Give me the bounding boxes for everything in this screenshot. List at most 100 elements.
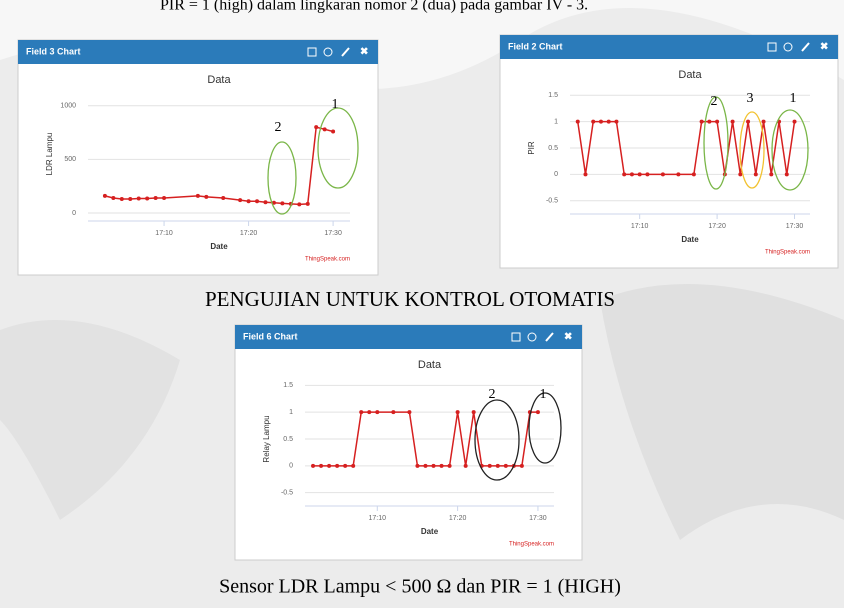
x-tick-label: 17:10 bbox=[631, 223, 649, 230]
data-point bbox=[343, 463, 348, 468]
data-point bbox=[415, 463, 420, 468]
data-point bbox=[447, 463, 452, 468]
data-point bbox=[255, 199, 260, 204]
icon bbox=[527, 332, 537, 342]
chart-title: Data bbox=[678, 69, 702, 81]
annotation-label: 2 bbox=[489, 387, 496, 402]
annotation-circle bbox=[317, 107, 359, 189]
data-point bbox=[614, 119, 619, 124]
credit: ThingSpeak.com bbox=[765, 250, 810, 256]
x-tick-label: 17:20 bbox=[240, 230, 258, 237]
x-tick-label: 17:30 bbox=[529, 515, 547, 522]
icon: ✖ bbox=[820, 42, 828, 53]
data-point bbox=[495, 463, 500, 468]
data-point bbox=[471, 410, 476, 415]
data-point bbox=[391, 410, 396, 415]
data-point bbox=[351, 463, 356, 468]
y-tick-label: 1.5 bbox=[548, 92, 558, 99]
panel-header bbox=[18, 40, 378, 64]
chart-title: Data bbox=[418, 359, 442, 371]
y-tick-label: -0.5 bbox=[546, 198, 558, 205]
icon: ✖ bbox=[564, 332, 572, 343]
data-point bbox=[707, 119, 712, 124]
data-point bbox=[591, 119, 596, 124]
icon bbox=[341, 47, 350, 57]
x-tick-label: 17:20 bbox=[708, 223, 726, 230]
annotation-circle bbox=[528, 392, 562, 464]
annotation-label: 2 bbox=[275, 120, 282, 135]
data-point bbox=[263, 200, 268, 205]
x-axis-label: Date bbox=[681, 235, 699, 244]
data-point bbox=[238, 198, 243, 203]
data-point bbox=[314, 125, 319, 130]
annotation-label: 1 bbox=[540, 387, 547, 402]
credit: ThingSpeak.com bbox=[305, 257, 350, 263]
icon bbox=[307, 47, 317, 57]
data-point bbox=[423, 463, 428, 468]
data-point bbox=[535, 410, 540, 415]
intro-text: PIR = 1 (high) dalam lingkaran nomor 2 (… bbox=[160, 0, 588, 14]
data-point bbox=[431, 463, 436, 468]
annotation-circle bbox=[739, 111, 765, 189]
data-point bbox=[375, 410, 380, 415]
data-point bbox=[715, 119, 720, 124]
icon bbox=[323, 47, 333, 57]
data-point bbox=[575, 119, 580, 124]
annotation-label: 1 bbox=[790, 91, 797, 106]
data-point bbox=[676, 172, 681, 177]
data-point bbox=[730, 119, 735, 124]
data-point bbox=[359, 410, 364, 415]
data-point bbox=[162, 195, 167, 200]
panel bbox=[234, 324, 583, 561]
x-axis-label: Date bbox=[210, 242, 228, 251]
data-point bbox=[322, 127, 327, 132]
data-point bbox=[519, 463, 524, 468]
y-axis-label: LDR Lampu bbox=[45, 133, 54, 176]
x-tick-label: 17:30 bbox=[324, 230, 342, 237]
y-tick-label: 1000 bbox=[60, 103, 76, 110]
data-point bbox=[145, 196, 150, 201]
data-point bbox=[407, 410, 412, 415]
data-point bbox=[598, 119, 603, 124]
data-point bbox=[335, 463, 340, 468]
data-point bbox=[691, 172, 696, 177]
x-tick-label: 17:20 bbox=[449, 515, 467, 522]
data-point bbox=[699, 119, 704, 124]
icon bbox=[545, 332, 554, 342]
annotation-circle bbox=[267, 141, 297, 215]
data-point bbox=[102, 193, 107, 198]
data-point bbox=[119, 197, 124, 202]
annotation-circle bbox=[703, 96, 729, 190]
data-point bbox=[761, 119, 766, 124]
panel bbox=[499, 34, 839, 269]
annotation-circle bbox=[771, 109, 809, 191]
data-point bbox=[280, 201, 285, 206]
heading: PENGUJIAN UNTUK KONTROL OTOMATIS bbox=[205, 287, 615, 311]
data-point bbox=[753, 172, 758, 177]
data-point bbox=[311, 463, 316, 468]
data-point bbox=[305, 201, 310, 206]
data-point bbox=[319, 463, 324, 468]
map-shape bbox=[0, 0, 844, 90]
data-point bbox=[136, 196, 141, 201]
credit: ThingSpeak.com bbox=[509, 542, 554, 548]
data-point bbox=[128, 197, 133, 202]
x-tick-label: 17:10 bbox=[155, 230, 173, 237]
data-point bbox=[637, 172, 642, 177]
data-point bbox=[769, 172, 774, 177]
x-tick-label: 17:30 bbox=[786, 223, 804, 230]
y-tick-label: 1.5 bbox=[283, 382, 293, 389]
map-shape bbox=[0, 320, 180, 520]
y-tick-label: 1 bbox=[554, 118, 558, 125]
annotation-circle bbox=[474, 399, 520, 481]
data-point bbox=[792, 119, 797, 124]
data-point bbox=[221, 195, 226, 200]
data-point bbox=[331, 129, 336, 134]
panel-title: Field 6 Chart bbox=[243, 331, 298, 341]
y-tick-label: 0.5 bbox=[548, 145, 558, 152]
data-point bbox=[439, 463, 444, 468]
data-point bbox=[195, 193, 200, 198]
panel-title: Field 3 Chart bbox=[26, 46, 81, 56]
data-point bbox=[645, 172, 650, 177]
